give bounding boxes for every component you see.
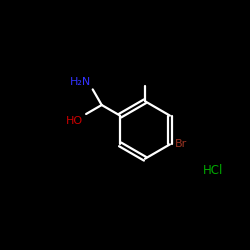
Text: Br: Br [174, 139, 187, 149]
Text: HCl: HCl [202, 164, 223, 176]
Text: HO: HO [66, 116, 83, 126]
Text: H₂N: H₂N [70, 78, 91, 88]
